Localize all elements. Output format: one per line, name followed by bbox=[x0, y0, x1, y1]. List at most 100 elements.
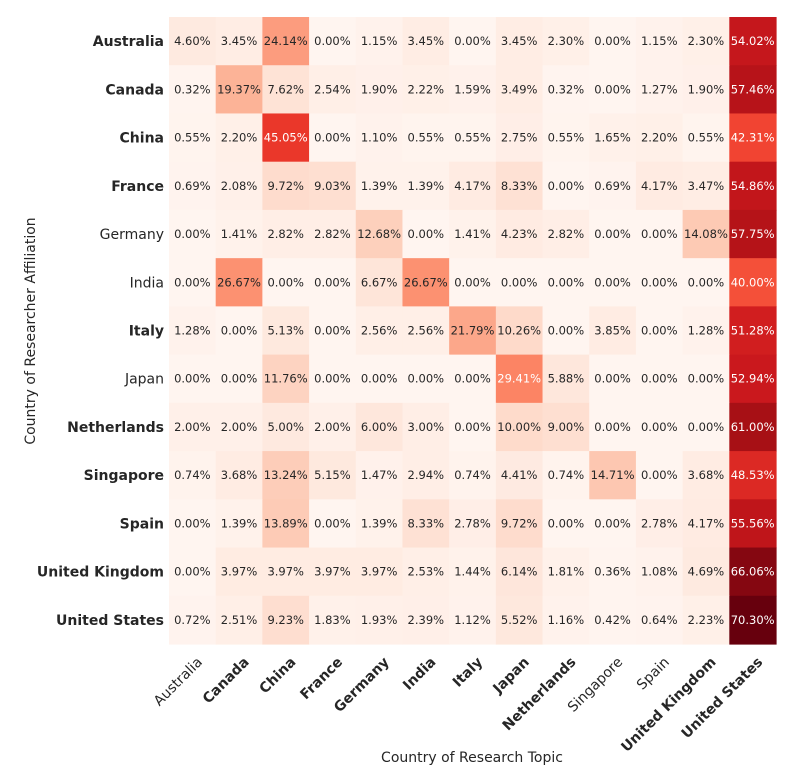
heatmap-cell-germany-india bbox=[402, 209, 450, 259]
heatmap-cell-australia-spain bbox=[635, 17, 684, 66]
cell-value-label: 1.39% bbox=[361, 516, 398, 530]
cell-value-label: 0.00% bbox=[454, 34, 491, 48]
heatmap-cell-united-kingdom-singapore bbox=[589, 547, 637, 597]
cell-value-label: 2.82% bbox=[314, 227, 351, 241]
heatmap-cell-germany-france bbox=[309, 209, 357, 259]
cell-value-label: 55.56% bbox=[731, 516, 775, 530]
cell-value-label: 8.33% bbox=[408, 516, 445, 530]
cell-value-label: 0.42% bbox=[594, 613, 631, 627]
cell-value-label: 51.28% bbox=[731, 324, 775, 338]
cell-value-label: 2.82% bbox=[548, 227, 585, 241]
cell-value-label: 0.00% bbox=[174, 275, 211, 289]
cell-value-label: 4.23% bbox=[501, 227, 538, 241]
cell-value-label: 6.67% bbox=[361, 275, 398, 289]
heatmap-cell-spain-united-states bbox=[729, 499, 777, 549]
y-tick-label-germany: Germany bbox=[100, 227, 164, 243]
heatmap-cell-singapore-australia bbox=[169, 451, 217, 500]
heatmap-cell-spain-germany bbox=[355, 499, 404, 549]
heatmap-cell-china-canada bbox=[215, 113, 263, 163]
heatmap-cell-china-spain bbox=[635, 113, 684, 163]
cell-value-label: 0.00% bbox=[594, 275, 631, 289]
cell-value-label: 0.00% bbox=[314, 516, 351, 530]
heatmap-cell-japan-spain bbox=[635, 354, 684, 404]
heatmap-cell-netherlands-germany bbox=[355, 402, 404, 452]
cell-value-label: 11.76% bbox=[264, 372, 308, 386]
heatmap-cell-netherlands-italy bbox=[449, 402, 497, 452]
heatmap-cell-france-australia bbox=[169, 161, 217, 211]
cell-value-label: 0.74% bbox=[174, 468, 211, 482]
cell-value-label: 10.00% bbox=[497, 420, 541, 434]
cell-value-label: 0.00% bbox=[688, 275, 725, 289]
heatmap-cell-united-states-spain bbox=[635, 595, 684, 645]
y-tick-label-china: China bbox=[120, 131, 164, 147]
heatmap-cell-italy-italy bbox=[449, 306, 497, 356]
x-tick-label-spain: Spain bbox=[634, 654, 673, 693]
y-tick-label-italy: Italy bbox=[129, 324, 164, 340]
x-tick-label-canada: Canada bbox=[200, 654, 253, 707]
cell-value-label: 1.15% bbox=[641, 34, 678, 48]
heatmap-cell-united-states-germany bbox=[355, 595, 404, 645]
heatmap-cell-germany-japan bbox=[495, 209, 544, 259]
heatmap-cell-india-spain bbox=[635, 258, 684, 307]
cell-value-label: 0.00% bbox=[314, 275, 351, 289]
heatmap-cell-spain-netherlands bbox=[542, 499, 590, 549]
x-tick-label-italy: Italy bbox=[450, 654, 486, 690]
heatmap-cell-australia-united-states bbox=[729, 17, 777, 66]
cell-value-label: 66.06% bbox=[731, 565, 775, 579]
cell-value-label: 0.00% bbox=[641, 275, 678, 289]
cell-value-label: 57.75% bbox=[731, 227, 775, 241]
heatmap-cell-spain-australia bbox=[169, 499, 217, 549]
cell-value-label: 0.00% bbox=[221, 324, 258, 338]
cell-value-label: 2.00% bbox=[174, 420, 211, 434]
heatmap-cell-canada-india bbox=[402, 65, 450, 115]
heatmap-cell-france-india bbox=[402, 161, 450, 211]
cell-value-label: 2.23% bbox=[688, 613, 725, 627]
cell-value-label: 2.30% bbox=[548, 34, 585, 48]
cell-value-label: 1.90% bbox=[361, 82, 398, 96]
cell-value-label: 0.00% bbox=[594, 227, 631, 241]
cell-value-label: 2.39% bbox=[408, 613, 445, 627]
heatmap-cell-netherlands-spain bbox=[635, 402, 684, 452]
x-axis-title: Country of Research Topic bbox=[381, 750, 563, 766]
heatmap-cell-united-states-italy bbox=[449, 595, 497, 645]
y-tick-label-australia: Australia bbox=[93, 34, 164, 50]
heatmap-cell-united-kingdom-japan bbox=[495, 547, 544, 597]
cell-value-label: 13.89% bbox=[264, 516, 308, 530]
heatmap-cell-netherlands-united-kingdom bbox=[682, 402, 730, 452]
cell-value-label: 7.62% bbox=[267, 82, 304, 96]
heatmap-cell-australia-canada bbox=[215, 17, 263, 66]
y-tick-label-japan: Japan bbox=[124, 372, 164, 388]
y-tick-label-singapore: Singapore bbox=[84, 468, 164, 484]
cell-value-label: 0.00% bbox=[408, 227, 445, 241]
heatmap-cell-united-states-united-kingdom bbox=[682, 595, 730, 645]
cell-value-label: 0.00% bbox=[174, 565, 211, 579]
cell-value-label: 0.00% bbox=[454, 420, 491, 434]
heatmap-cell-netherlands-united-states bbox=[729, 402, 777, 452]
heatmap-cell-united-kingdom-netherlands bbox=[542, 547, 590, 597]
heatmap-cell-japan-canada bbox=[215, 354, 263, 404]
x-tick-label-united-states: United States bbox=[679, 654, 767, 742]
cell-value-label: 57.46% bbox=[731, 82, 775, 96]
cell-value-label: 9.23% bbox=[267, 613, 304, 627]
cell-value-label: 1.08% bbox=[641, 565, 678, 579]
cell-value-label: 0.00% bbox=[454, 275, 491, 289]
heatmap-cell-germany-united-kingdom bbox=[682, 209, 730, 259]
cell-value-label: 0.00% bbox=[548, 324, 585, 338]
cell-value-label: 1.39% bbox=[361, 179, 398, 193]
heatmap-cell-singapore-france bbox=[309, 451, 357, 500]
cell-value-label: 2.53% bbox=[408, 565, 445, 579]
cell-value-label: 1.10% bbox=[361, 131, 398, 145]
heatmap-cell-singapore-canada bbox=[215, 451, 263, 500]
cell-value-label: 2.54% bbox=[314, 82, 351, 96]
cell-value-label: 2.78% bbox=[454, 516, 491, 530]
heatmap-cell-italy-india bbox=[402, 306, 450, 356]
cell-value-label: 0.00% bbox=[174, 516, 211, 530]
heatmap-cell-canada-singapore bbox=[589, 65, 637, 115]
heatmap-cell-china-germany bbox=[355, 113, 404, 163]
heatmap-cell-germany-italy bbox=[449, 209, 497, 259]
heatmap-cell-india-japan bbox=[495, 258, 544, 307]
heatmap-cell-canada-canada bbox=[215, 65, 263, 115]
heatmap-cell-netherlands-australia bbox=[169, 402, 217, 452]
heatmap-cell-italy-canada bbox=[215, 306, 263, 356]
cell-value-label: 3.97% bbox=[221, 565, 258, 579]
